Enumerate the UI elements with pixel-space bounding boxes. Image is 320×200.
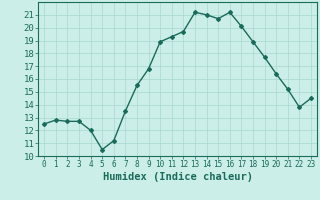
X-axis label: Humidex (Indice chaleur): Humidex (Indice chaleur) [103,172,252,182]
